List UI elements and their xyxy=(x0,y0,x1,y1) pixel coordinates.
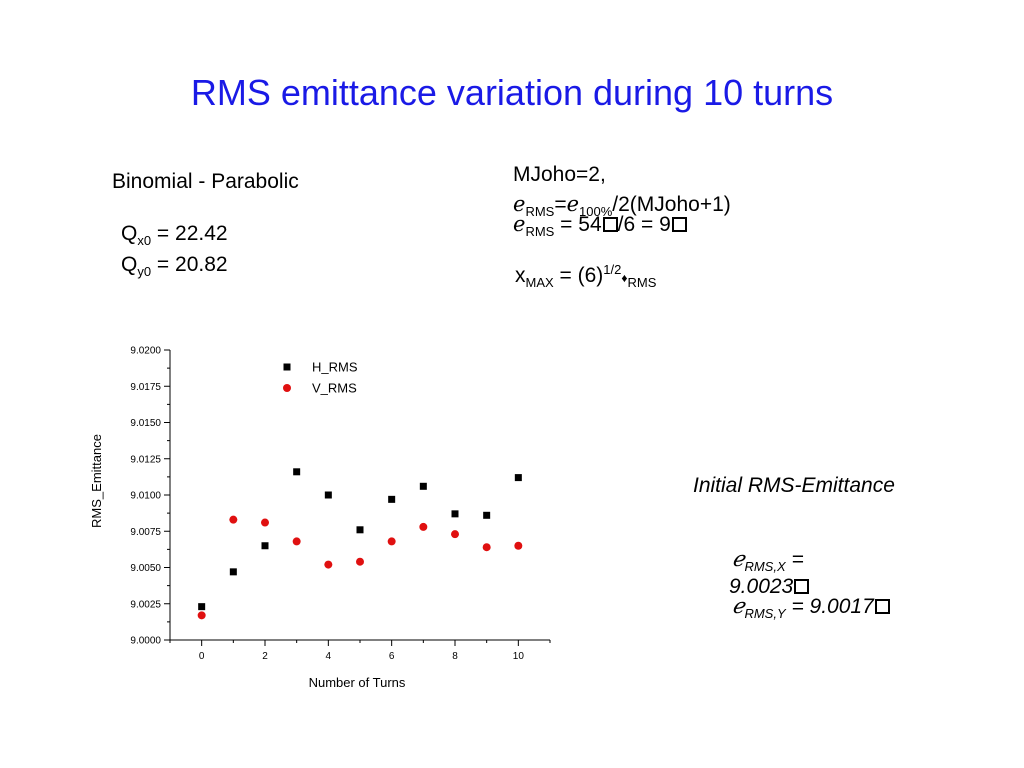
qy-tune: Qy0 = 20.82 xyxy=(121,253,228,279)
y-tick-label: 9.0200 xyxy=(130,346,161,357)
missing-glyph-icon xyxy=(671,217,687,232)
qy-sub: y0 xyxy=(137,264,152,280)
y-tick-label: 9.0125 xyxy=(130,454,161,465)
legend-marker-h-rms xyxy=(283,363,291,371)
legend-marker-v-rms xyxy=(283,384,291,392)
y-tick-label: 9.0075 xyxy=(130,527,161,538)
y-tick-label: 9.0050 xyxy=(130,563,161,574)
data-point-v-rms xyxy=(356,557,364,566)
slide-title: RMS emittance variation during 10 turns xyxy=(190,72,834,113)
y-tick-label: 9.0000 xyxy=(130,636,161,647)
qy-value: = 20.82 xyxy=(151,253,228,276)
data-point-v-rms xyxy=(324,560,333,569)
y-tick-label: 9.0175 xyxy=(130,382,161,393)
x-tick-label: 2 xyxy=(262,651,268,662)
x-tick-label: 10 xyxy=(513,651,525,662)
epsilon-symbol: ℯ xyxy=(732,548,745,571)
data-point-h-rms xyxy=(261,542,269,550)
formula1-sub2: 100% xyxy=(579,204,613,220)
formula-xmax: xMAX = (6)1/2♦RMS xyxy=(515,262,656,290)
formula1-sub: RMS xyxy=(525,204,555,220)
epsilon-symbol: ℯ xyxy=(513,213,526,236)
initial-emittance-y: ℯRMS,Y = 9.0017 xyxy=(732,594,890,621)
missing-glyph-icon xyxy=(602,217,618,232)
y-tick-label: 9.0150 xyxy=(130,418,161,429)
legend-label-h-rms: H_RMS xyxy=(312,360,358,375)
inity-value: = 9.0017 xyxy=(785,595,874,618)
data-point-h-rms xyxy=(483,511,491,519)
initx-eq: = xyxy=(785,548,804,571)
data-point-h-rms xyxy=(419,482,427,490)
data-point-h-rms xyxy=(388,495,396,503)
qy-label: Q xyxy=(121,253,138,276)
data-point-v-rms xyxy=(197,611,206,620)
formula2-rest2: /6 = 9 xyxy=(617,213,671,236)
data-point-v-rms xyxy=(261,518,269,527)
x-tick-label: 6 xyxy=(389,651,395,662)
data-point-v-rms xyxy=(514,541,523,550)
data-point-v-rms xyxy=(387,537,396,546)
data-point-v-rms xyxy=(419,522,428,531)
legend-label-v-rms: V_RMS xyxy=(312,381,357,396)
formula1-rest: /2(MJoho+1) xyxy=(612,193,731,216)
x-tick-label: 0 xyxy=(199,651,205,662)
data-point-h-rms xyxy=(356,526,364,534)
formula3-mid: = (6) xyxy=(553,264,604,287)
y-tick-label: 9.0025 xyxy=(130,599,161,610)
missing-glyph-icon xyxy=(874,599,890,614)
chart-legend: H_RMS V_RMS xyxy=(283,360,358,396)
formula3-sup: 1/2 xyxy=(603,262,622,277)
initx-sub: RMS,X xyxy=(744,559,786,575)
initial-emittance-x: ℯRMS,X = xyxy=(732,547,804,574)
epsilon-symbol: ℯ xyxy=(732,595,745,618)
formula3-x: x xyxy=(515,264,526,287)
distribution-label: Binomial - Parabolic xyxy=(112,170,299,193)
data-point-h-rms xyxy=(324,491,332,499)
qx-tune: Qx0 = 22.42 xyxy=(121,222,228,248)
formula-rms-value: ℯRMS = 54/6 = 9 xyxy=(513,212,687,239)
data-point-h-rms xyxy=(229,568,237,576)
formula2-sub: RMS xyxy=(525,224,555,240)
data-point-v-rms xyxy=(451,530,459,539)
x-axis-label: Number of Turns xyxy=(309,675,406,690)
chart-axes: 9.0000 9.0025 9.0050 9.0075 9.0100 9.0125 9.01… xyxy=(130,346,551,662)
qx-value: = 22.42 xyxy=(151,222,228,245)
initial-emittance-heading: Initial RMS-Emittance xyxy=(693,474,895,497)
data-point-v-rms xyxy=(482,543,491,552)
y-tick-label: 9.0100 xyxy=(130,491,161,502)
data-point-h-rms xyxy=(514,474,522,482)
epsilon-symbol: ℯ xyxy=(513,193,526,216)
param-line: MJoho=2, xyxy=(513,163,606,186)
inity-sub: RMS,Y xyxy=(744,606,786,622)
missing-glyph-icon xyxy=(794,579,810,594)
data-point-h-rms xyxy=(451,510,459,518)
formula1-eq: =ℯ xyxy=(554,193,580,216)
data-point-v-rms xyxy=(229,515,238,524)
diamond-glyph: ♦ xyxy=(621,271,628,285)
x-tick-label: 8 xyxy=(452,651,458,662)
qx-label: Q xyxy=(121,222,138,245)
formula3-sub: MAX xyxy=(525,275,554,291)
chart-marks xyxy=(197,468,523,620)
x-tick-label: 4 xyxy=(326,651,332,662)
data-point-h-rms xyxy=(293,468,301,476)
formula2-rest1: = 54 xyxy=(554,213,602,236)
initial-emittance-x-value: 9.0023 xyxy=(729,575,810,599)
y-axis-label: RMS_Emittance xyxy=(89,434,104,528)
formula-rms-definition: ℯRMS=ℯ100%/2(MJoho+1) xyxy=(513,192,731,219)
data-point-h-rms xyxy=(198,603,206,611)
initx-value: 9.0023 xyxy=(729,575,794,598)
qx-sub: x0 xyxy=(137,233,152,249)
data-point-v-rms xyxy=(292,537,301,546)
formula3-sub2: RMS xyxy=(627,275,657,291)
